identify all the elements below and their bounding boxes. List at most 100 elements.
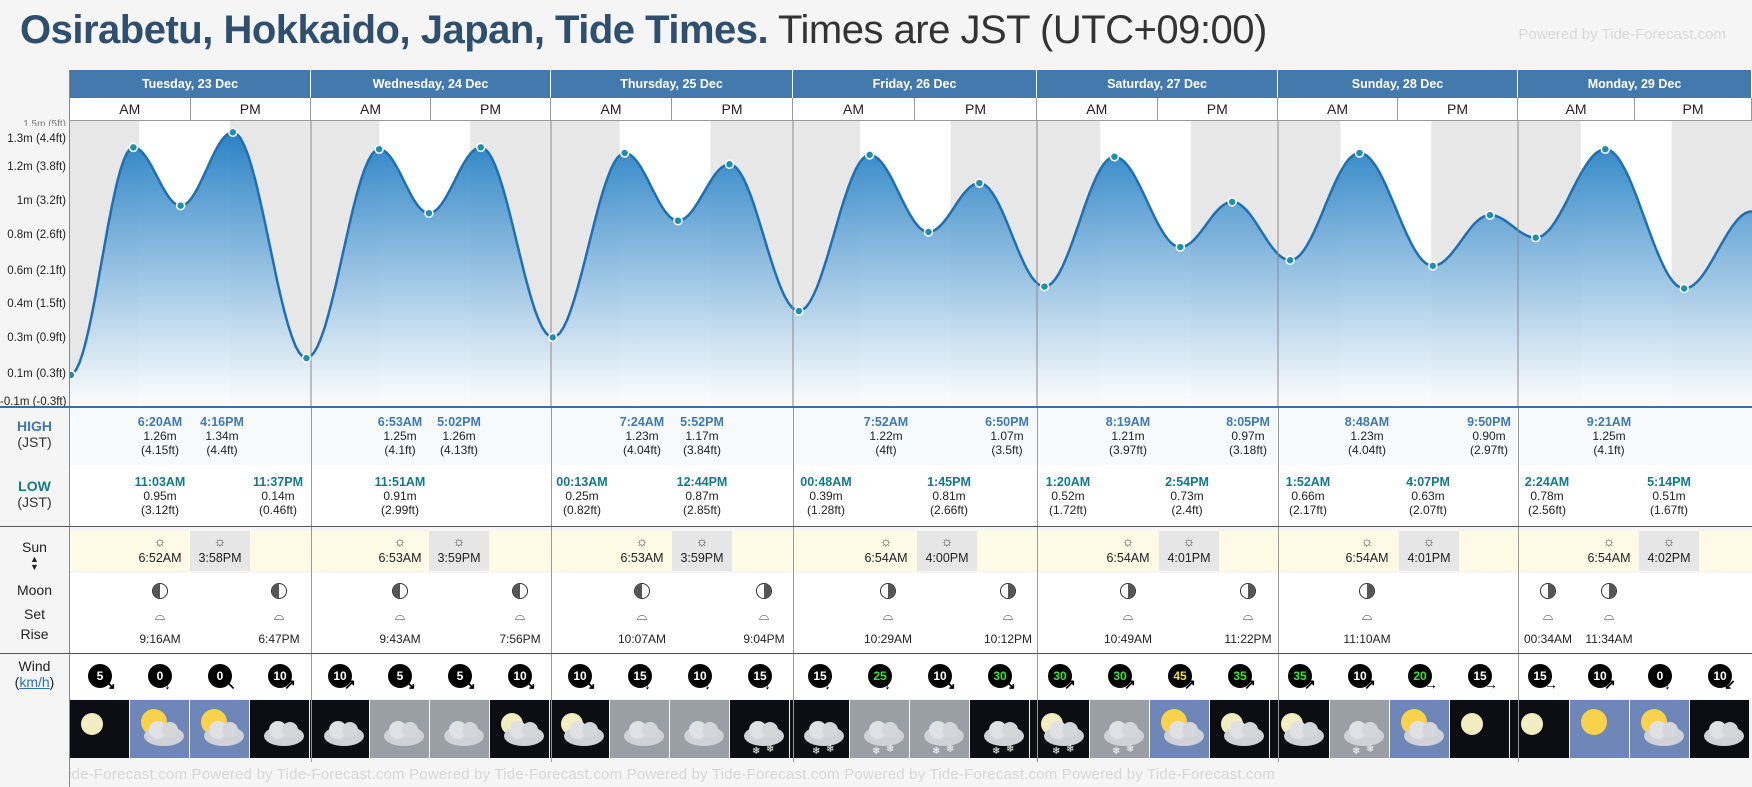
tide-point[interactable] [228, 127, 238, 138]
low-tide-time: 00:48AM [800, 475, 852, 489]
tide-point[interactable] [974, 178, 985, 188]
wind-direction-icon: ↗ [1124, 676, 1136, 692]
sun-cloud-icon [1150, 700, 1209, 758]
axis-label: 0.4m (1.5ft) [7, 298, 66, 311]
wind-speed-badge: 10 ↘ [508, 664, 536, 692]
axis-label: 1m (3.2ft) [16, 194, 66, 207]
low-tide-height-m: 0.25m [565, 489, 599, 503]
moonset-time: 9:43AM [379, 632, 421, 646]
sort-toggle-icon[interactable]: ▲ ▼ [30, 554, 39, 572]
wind-direction-icon: ↓ [884, 676, 891, 692]
tide-point[interactable] [1485, 210, 1495, 220]
tide-point[interactable] [1600, 144, 1611, 154]
page-title: Osirabetu, Hokkaido, Japan, Tide Times. … [20, 8, 1267, 53]
low-tide-height-ft: (2.56ft) [1527, 503, 1566, 517]
cloud-snow-icon: ❄ ❄ [1330, 700, 1389, 758]
low-tide-height-ft: (0.82ft) [562, 503, 601, 517]
powered-by[interactable]: Powered by Tide-Forecast.com [1518, 26, 1726, 43]
wind-direction-icon: ↗ [344, 676, 356, 692]
tide-point[interactable] [1039, 281, 1050, 292]
moonrise-time: 00:34AM [1523, 632, 1573, 646]
tide-point[interactable] [619, 148, 630, 158]
tide-point[interactable] [724, 159, 735, 170]
wind-unit-link[interactable]: km/h [19, 674, 50, 690]
tide-point[interactable] [548, 332, 558, 343]
wind-label: Wind [18, 658, 51, 674]
wind-speed-badge: 15 ↓ [628, 664, 652, 692]
low-tide-height-m: 0.14m [261, 489, 295, 503]
sunrise-time: 6:52AM [138, 551, 182, 565]
sunrise-entry: ☼ 6:52AM [130, 531, 190, 571]
tide-point[interactable] [794, 306, 804, 316]
low-tide-entry: 11:51AM 0.91m (2.99ft) [362, 475, 438, 517]
low-tide-height-m: 0.91m [383, 489, 417, 503]
tide-point[interactable] [301, 353, 312, 363]
cloud-snow-night-icon: ❄ ❄ [970, 700, 1029, 758]
high-tide-entry: 4:16PM 1.34m (4.4ft) [184, 415, 260, 457]
tide-point[interactable] [864, 150, 875, 160]
tide-point[interactable] [1354, 148, 1365, 158]
tide-point[interactable] [1679, 283, 1689, 294]
high-tide-entry: 7:52AM 1.22m (4ft) [848, 415, 924, 457]
tide-point[interactable] [1285, 255, 1295, 265]
moon-night-icon [1510, 700, 1569, 758]
tide-point[interactable] [128, 142, 139, 153]
wind-speed-badge: 10 ↗ [1588, 664, 1616, 692]
tide-point[interactable] [1227, 197, 1237, 207]
high-tide-height-m: 1.07m [990, 429, 1024, 443]
moon-phase-icon [392, 583, 408, 599]
tide-point[interactable] [1109, 152, 1120, 162]
wind-speed: 30 [1113, 669, 1127, 683]
sunset-icon: ☼ [695, 533, 709, 549]
svg-text:❄: ❄ [872, 746, 880, 757]
cloud-icon [370, 700, 429, 758]
wind-speed: 5 [396, 669, 404, 683]
sunset-icon: ☼ [452, 533, 466, 549]
moonset-time: 10:07AM [617, 632, 667, 646]
tide-point[interactable] [1530, 232, 1541, 243]
high-label: HIGH [17, 418, 52, 434]
high-tide-height-ft: (4.4ft) [206, 443, 238, 457]
high-tide-height-m: 1.23m [1350, 429, 1384, 443]
low-tide-height-ft: (2.66ft) [929, 503, 968, 517]
wind-speed: 25 [873, 669, 887, 683]
am-header: AM [551, 98, 672, 121]
moonset-time: 11:10AM [1343, 632, 1391, 646]
high-tide-entry: 9:50PM 0.90m (2.97ft) [1451, 415, 1527, 457]
sunset-icon: ☼ [1662, 533, 1676, 549]
svg-text:❄: ❄ [1066, 744, 1074, 755]
low-tide-entry: 4:07PM 0.63m (2.07ft) [1390, 475, 1466, 517]
wind-speed-badge: 5 ↘ [88, 664, 116, 692]
sunrise-time: 6:54AM [1587, 551, 1631, 565]
pm-header: PM [672, 98, 793, 121]
sunset-entry: ☼ 3:58PM [190, 531, 250, 571]
wind-direction-icon: ↗ [1064, 676, 1076, 692]
am-header: AM [1037, 98, 1158, 121]
svg-text:❄: ❄ [992, 746, 1000, 757]
tide-point[interactable] [923, 227, 934, 237]
sunrise-icon: ☼ [635, 533, 649, 549]
tide-point[interactable] [476, 142, 486, 153]
day-header-1: Tuesday, 23 Dec [70, 70, 311, 98]
am-header: AM [793, 98, 915, 121]
tide-point[interactable] [1428, 261, 1438, 271]
tide-point[interactable] [374, 144, 384, 154]
wind-direction-icon: ↗ [284, 676, 296, 692]
wind-speed: 15 [1473, 669, 1487, 683]
moonset-time: 10:49AM [1103, 632, 1153, 646]
sunset-icon: ☼ [1182, 533, 1196, 549]
wind-speed-badge: 15 → [1468, 664, 1498, 692]
footer-credits: Powered by Tide-Forecast.com Powered by … [70, 766, 1275, 783]
tide-point[interactable] [70, 370, 76, 380]
sunrise-icon: ☼ [1602, 533, 1616, 549]
sun-row-label[interactable]: Sun ▲ ▼ [0, 539, 69, 572]
sunset-time: 3:59PM [437, 551, 481, 565]
tide-point[interactable] [424, 208, 434, 218]
low-tide-entry: 11:37PM 0.14m (0.46ft) [240, 475, 316, 517]
moonrise-icon: ⌓ [273, 608, 285, 623]
tide-point[interactable] [673, 215, 683, 226]
wind-speed: 20 [1413, 669, 1427, 683]
tide-point[interactable] [1175, 242, 1186, 252]
cloud-snow-icon: ❄ ❄ [850, 700, 909, 758]
tide-point[interactable] [175, 200, 186, 211]
